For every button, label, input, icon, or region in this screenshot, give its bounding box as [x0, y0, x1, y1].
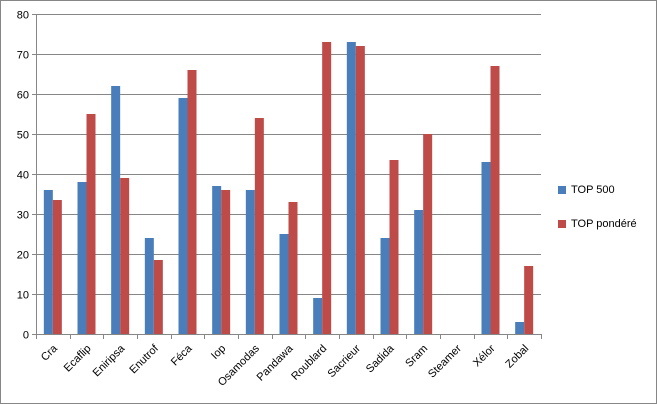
x-tick-label: Sram — [403, 343, 430, 370]
y-tick-label: 20 — [17, 250, 29, 262]
bar-2-roublard — [322, 42, 332, 334]
x-tick-label: Iop — [209, 343, 228, 362]
bar-2-cra — [52, 200, 62, 334]
x-tick-label: Roublard — [289, 343, 329, 383]
bar-1-cra — [43, 190, 53, 334]
bar-1-enutrof — [144, 238, 154, 334]
bar-1-zobal — [515, 322, 525, 334]
bar-1-osamodas — [245, 190, 255, 334]
bars — [43, 42, 534, 334]
bar-2-pandawa — [288, 202, 298, 334]
bar-1-pandawa — [279, 234, 289, 334]
bar-2-eniripsa — [120, 178, 130, 334]
bar-2-sadida — [389, 160, 399, 334]
y-tick-label: 70 — [17, 50, 29, 62]
y-tick-label: 80 — [17, 10, 29, 22]
x-tick-label: Ecaflip — [62, 343, 94, 375]
y-tick-label: 0 — [23, 330, 29, 342]
legend-label-series-2: TOP pondéré — [571, 218, 637, 230]
bar-2-ecaflip — [86, 114, 96, 334]
x-tick-label: Sacrieur — [326, 342, 364, 380]
bar-1-sacrieur — [346, 42, 356, 334]
bar-2-iop — [221, 190, 231, 334]
bar-1-sram — [414, 210, 424, 334]
x-tick-label: Eniripsa — [91, 342, 128, 379]
x-tick-label: Féca — [169, 342, 195, 368]
bar-1-xélor — [481, 162, 491, 334]
bar-2-enutrof — [153, 260, 163, 334]
bar-2-sram — [423, 134, 433, 334]
x-tick-label: Xélor — [471, 342, 498, 369]
y-tick-label: 40 — [17, 170, 29, 182]
y-tick-label: 60 — [17, 90, 29, 102]
legend-swatch-series-1 — [558, 186, 566, 194]
y-tick-label: 50 — [17, 130, 29, 142]
legend-swatch-series-2 — [558, 220, 566, 228]
x-tick-label: Sadida — [364, 342, 397, 375]
bar-1-ecaflip — [77, 182, 87, 334]
x-tick-label: Cra — [39, 342, 61, 364]
axes — [36, 14, 541, 335]
bar-1-roublard — [313, 298, 323, 334]
bar-2-féca — [187, 70, 197, 334]
x-tick-label: Steamer — [426, 342, 464, 380]
bar-2-zobal — [524, 266, 534, 334]
legend-label-series-1: TOP 500 — [571, 184, 615, 196]
bar-1-eniripsa — [111, 86, 121, 334]
bar-2-xélor — [490, 66, 500, 334]
legend-item-series-1: TOP 500 — [558, 180, 654, 200]
x-tick-label: Zobal — [503, 343, 531, 371]
x-tick-label: Pandawa — [255, 342, 297, 384]
legend: TOP 500 TOP pondéré — [558, 180, 654, 248]
bar-1-sadida — [380, 238, 390, 334]
legend-item-series-2: TOP pondéré — [558, 214, 654, 234]
y-tick-label: 10 — [17, 290, 29, 302]
bar-2-sacrieur — [355, 46, 365, 334]
bar-1-iop — [212, 186, 222, 334]
bar-2-osamodas — [254, 118, 264, 334]
y-axis-ticks: 0 10 20 30 40 50 60 70 80 — [17, 10, 36, 342]
x-tick-label: Enutrof — [127, 342, 161, 376]
y-tick-label: 30 — [17, 210, 29, 222]
bar-1-féca — [178, 98, 188, 334]
